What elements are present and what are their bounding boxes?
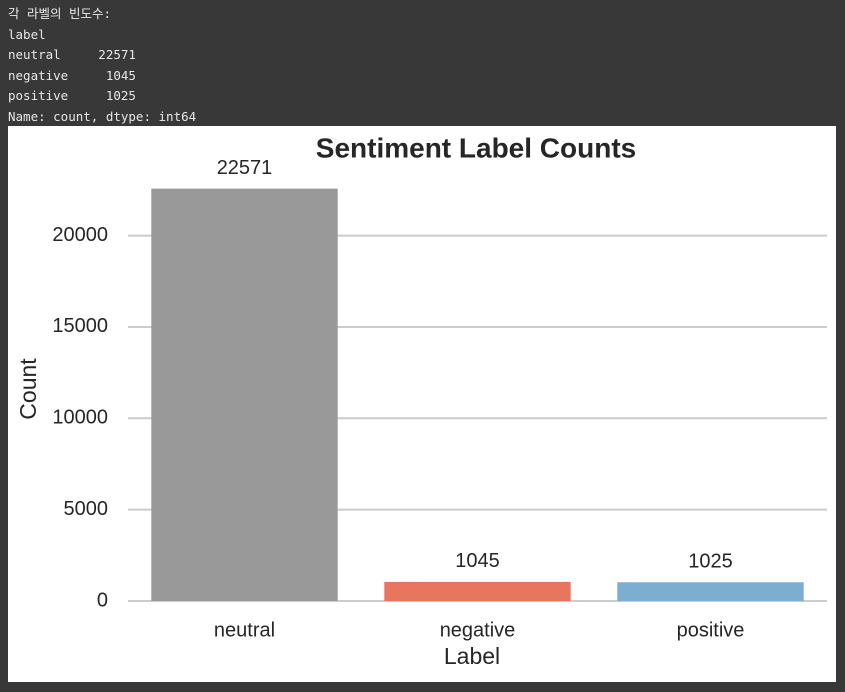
value-label: 1045 <box>455 550 500 572</box>
console-line: neutral 22571 <box>8 47 136 63</box>
console-line: label <box>8 26 46 42</box>
bar <box>384 581 571 601</box>
value-label: 1025 <box>688 551 733 573</box>
console-output: 각 라벨의 빈도수: label neutral 22571 negative 104… <box>8 4 196 128</box>
y-tick-label: 0 <box>97 589 108 611</box>
value-label: 22571 <box>217 157 273 179</box>
y-tick-label: 20000 <box>52 224 108 246</box>
console-line: negative 1045 <box>8 67 136 83</box>
chart: Sentiment Label Counts Label Count 0 5000… <box>8 126 836 682</box>
y-tick-label: 5000 <box>64 498 109 520</box>
y-tick-label: 10000 <box>52 407 108 429</box>
y-axis-label: Count <box>15 358 41 420</box>
console-line: positive 1025 <box>8 88 136 104</box>
console-line: Name: count, dtype: int64 <box>8 108 197 124</box>
x-tick-label: positive <box>677 619 745 641</box>
bar <box>617 582 804 601</box>
console-line: 각 라벨의 빈도수: <box>8 6 112 21</box>
x-tick-label: negative <box>440 619 516 641</box>
x-axis-label: Label <box>444 643 500 669</box>
y-tick-label: 15000 <box>52 315 108 337</box>
x-tick-label: neutral <box>214 619 275 641</box>
bar <box>151 188 338 601</box>
chart-title: Sentiment Label Counts <box>316 132 636 163</box>
